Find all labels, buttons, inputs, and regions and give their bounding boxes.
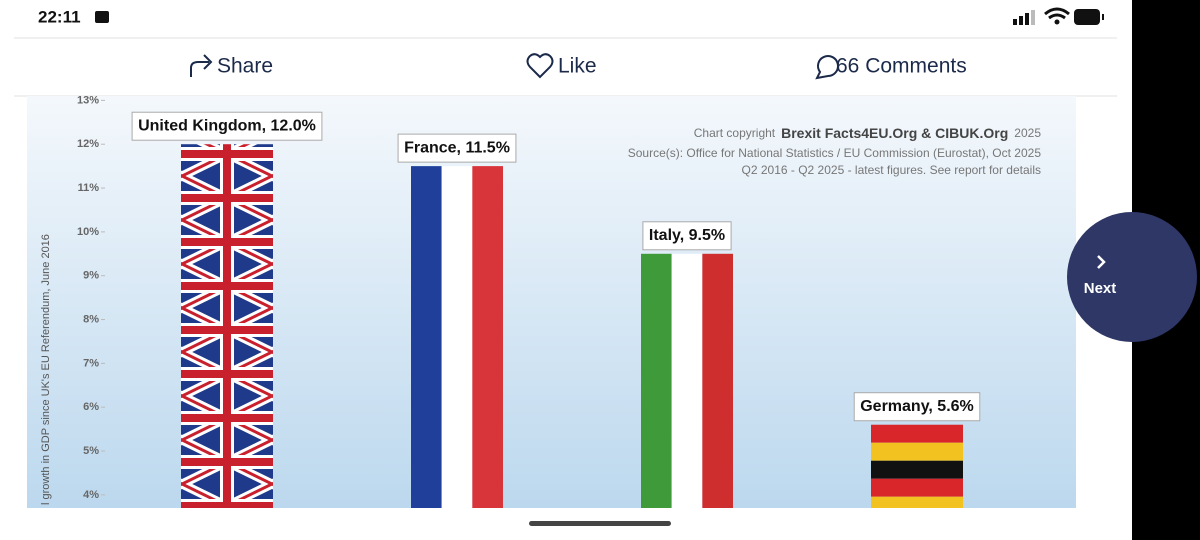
value-label: Germany, 5.6% xyxy=(860,398,974,415)
like-label[interactable]: Like xyxy=(558,55,597,78)
credit-owner: Brexit Facts4EU.Org & CIBUK.Org xyxy=(781,125,1008,141)
bar xyxy=(181,144,273,508)
y-tick-label: 10% xyxy=(77,226,99,238)
value-label: United Kingdom, 12.0% xyxy=(138,117,316,134)
status-time: 22:11 xyxy=(38,7,81,26)
credit-prefix: Chart copyright xyxy=(694,126,776,140)
y-tick-label: 7% xyxy=(83,357,99,369)
value-label: France, 11.5% xyxy=(404,139,510,156)
bar-stripe xyxy=(671,253,703,508)
bar-stripe xyxy=(871,460,963,479)
credit-line: Chart copyright Brexit Facts4EU.Org & CIB… xyxy=(694,125,1042,141)
credit-period: Q2 2016 - Q2 2025 - latest figures. See … xyxy=(742,163,1042,177)
bar xyxy=(641,253,733,508)
y-tick-label: 11% xyxy=(78,182,100,194)
bar-stripe xyxy=(871,496,963,508)
bar-stripe xyxy=(441,166,473,508)
comments-icon xyxy=(815,55,839,80)
bar-fill xyxy=(181,144,273,508)
status-wifi-dot xyxy=(1054,19,1060,25)
chart: l growth in GDP since UK's EU Referendum… xyxy=(40,94,1042,508)
like-icon xyxy=(526,53,554,79)
share-label[interactable]: Share xyxy=(217,55,273,78)
bar-stripe xyxy=(871,424,963,443)
status-signal xyxy=(1013,10,1035,25)
value-label-box xyxy=(397,133,517,163)
y-tick-label: 13% xyxy=(77,94,99,106)
value-label-box xyxy=(853,392,981,422)
bar xyxy=(871,424,963,508)
home-indicator xyxy=(529,521,671,526)
bar xyxy=(411,166,503,508)
status-icon xyxy=(95,11,109,23)
y-axis-title: l growth in GDP since UK's EU Referendum… xyxy=(40,234,52,505)
credit-source: Source(s): Office for National Statistic… xyxy=(628,146,1042,160)
value-label: Italy, 9.5% xyxy=(649,227,725,244)
next-circle[interactable] xyxy=(1067,212,1197,342)
share-button[interactable]: Share xyxy=(190,54,273,78)
bar-stripe xyxy=(641,253,672,508)
share-icon xyxy=(190,54,213,77)
bar-stripe xyxy=(411,166,442,508)
y-tick-label: 12% xyxy=(77,138,99,150)
next-arrow xyxy=(1097,255,1106,269)
comments-label[interactable]: 66 Comments xyxy=(836,55,967,78)
value-label-box xyxy=(642,221,732,251)
status-battery-tip xyxy=(1102,14,1104,20)
y-tick-label: 6% xyxy=(83,401,99,413)
comments-button[interactable]: 66 Comments xyxy=(815,55,967,80)
y-tick-label: 9% xyxy=(83,270,99,282)
y-tick-label: 4% xyxy=(83,489,99,501)
next-label[interactable]: Next xyxy=(1084,280,1117,297)
like-button[interactable]: Like xyxy=(526,53,597,79)
y-tick-label: 5% xyxy=(83,445,99,457)
status-battery xyxy=(1074,9,1100,25)
value-label-box xyxy=(131,111,323,141)
bar-stripe xyxy=(702,253,733,508)
next-button[interactable]: Next xyxy=(1067,212,1197,342)
y-tick-label: 8% xyxy=(83,313,99,325)
bar-stripe xyxy=(871,478,963,497)
bar-stripe xyxy=(472,166,503,508)
status-wifi xyxy=(1044,7,1070,20)
bar-stripe xyxy=(871,442,963,461)
credit-year: 2025 xyxy=(1014,126,1041,140)
